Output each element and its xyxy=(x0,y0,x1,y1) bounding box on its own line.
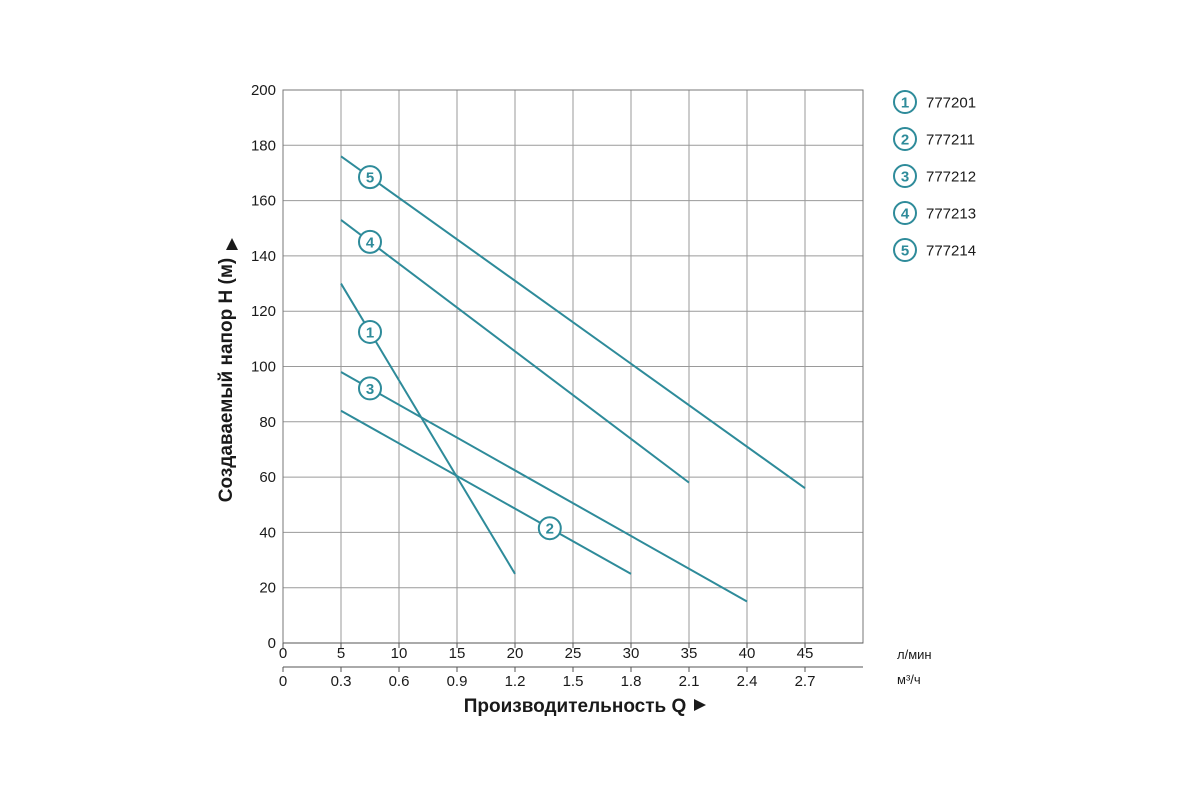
legend-badge-circle xyxy=(893,238,917,262)
x-tick-label-lmin: 35 xyxy=(681,645,698,662)
x-tick-label-m3h: 1.8 xyxy=(621,673,642,690)
y-tick-label: 120 xyxy=(251,303,276,320)
x-tick-label-m3h: 1.5 xyxy=(563,673,584,690)
y-tick-label: 140 xyxy=(251,248,276,265)
y-tick-label: 80 xyxy=(259,414,276,431)
legend-badge-circle xyxy=(893,90,917,114)
y-tick-label: 0 xyxy=(268,635,276,652)
x-tick-label-lmin: 15 xyxy=(449,645,466,662)
legend-badge-number: 5 xyxy=(901,243,909,260)
x-tick-label-m3h: 0.9 xyxy=(447,673,468,690)
legend-entry-label: 777201 xyxy=(926,95,976,112)
series-badge-number: 1 xyxy=(366,324,374,341)
y-axis-arrow-icon xyxy=(226,238,238,250)
x-axis-title: Производительность Q xyxy=(464,696,687,717)
legend-badge-number: 4 xyxy=(901,206,910,223)
series-line-777214 xyxy=(340,155,806,489)
legend-entry-label: 777213 xyxy=(926,206,976,223)
legend-badge-circle xyxy=(893,127,917,151)
x-axis-arrow-icon xyxy=(694,699,706,711)
y-tick-label: 160 xyxy=(251,193,276,210)
x-tick-label-lmin: 30 xyxy=(623,645,640,662)
y-tick-label: 180 xyxy=(251,137,276,154)
series-line-777212 xyxy=(340,371,748,603)
y-tick-label: 20 xyxy=(259,580,276,597)
series-badge-number: 4 xyxy=(366,234,375,251)
y-tick-label: 60 xyxy=(259,469,276,486)
y-tick-label: 40 xyxy=(259,524,276,541)
series-badge-circle xyxy=(537,516,562,541)
x-tick-label-lmin: 10 xyxy=(391,645,408,662)
x-unit-m3h: м³/ч xyxy=(897,672,921,687)
x-tick-label-m3h: 0.6 xyxy=(389,673,410,690)
series-line-777213 xyxy=(340,219,690,484)
x-unit-lmin: л/мин xyxy=(897,647,932,662)
x-tick-label-lmin: 5 xyxy=(337,645,345,662)
series-badge-number: 3 xyxy=(366,381,374,398)
x-tick-label-lmin: 40 xyxy=(739,645,756,662)
x-tick-label-lmin: 25 xyxy=(565,645,582,662)
y-axis-title: Создаваемый напор H (м) xyxy=(216,258,237,502)
legend-badge-number: 3 xyxy=(901,169,909,186)
series-badge-circle xyxy=(358,319,382,344)
legend-badge-circle xyxy=(893,164,917,188)
legend-badge-circle xyxy=(893,201,917,225)
x-tick-label-m3h: 0.3 xyxy=(331,673,352,690)
x-tick-label-lmin: 45 xyxy=(797,645,814,662)
x-tick-label-m3h: 1.2 xyxy=(505,673,526,690)
x-tick-label-lmin: 20 xyxy=(507,645,524,662)
y-tick-label: 200 xyxy=(251,82,276,99)
x-tick-label-m3h: 2.4 xyxy=(737,673,758,690)
series-badge-number: 2 xyxy=(546,521,554,538)
legend-entry-label: 777211 xyxy=(926,132,975,149)
series-badge-circle xyxy=(358,376,382,401)
series-badge-circle xyxy=(358,229,382,254)
legend-entry-label: 777214 xyxy=(926,243,976,260)
y-tick-label: 100 xyxy=(251,359,276,376)
legend-badge-number: 2 xyxy=(901,132,909,149)
series-line-777211 xyxy=(340,409,632,575)
legend-badge-number: 1 xyxy=(901,95,909,112)
x-tick-label-m3h: 0 xyxy=(279,673,287,690)
legend-entry-label: 777212 xyxy=(926,169,976,186)
x-tick-label-m3h: 2.1 xyxy=(679,673,700,690)
series-badge-circle xyxy=(358,165,382,190)
x-tick-label-lmin: 0 xyxy=(279,645,287,662)
series-badge-number: 5 xyxy=(366,170,374,187)
x-tick-label-m3h: 2.7 xyxy=(795,673,816,690)
